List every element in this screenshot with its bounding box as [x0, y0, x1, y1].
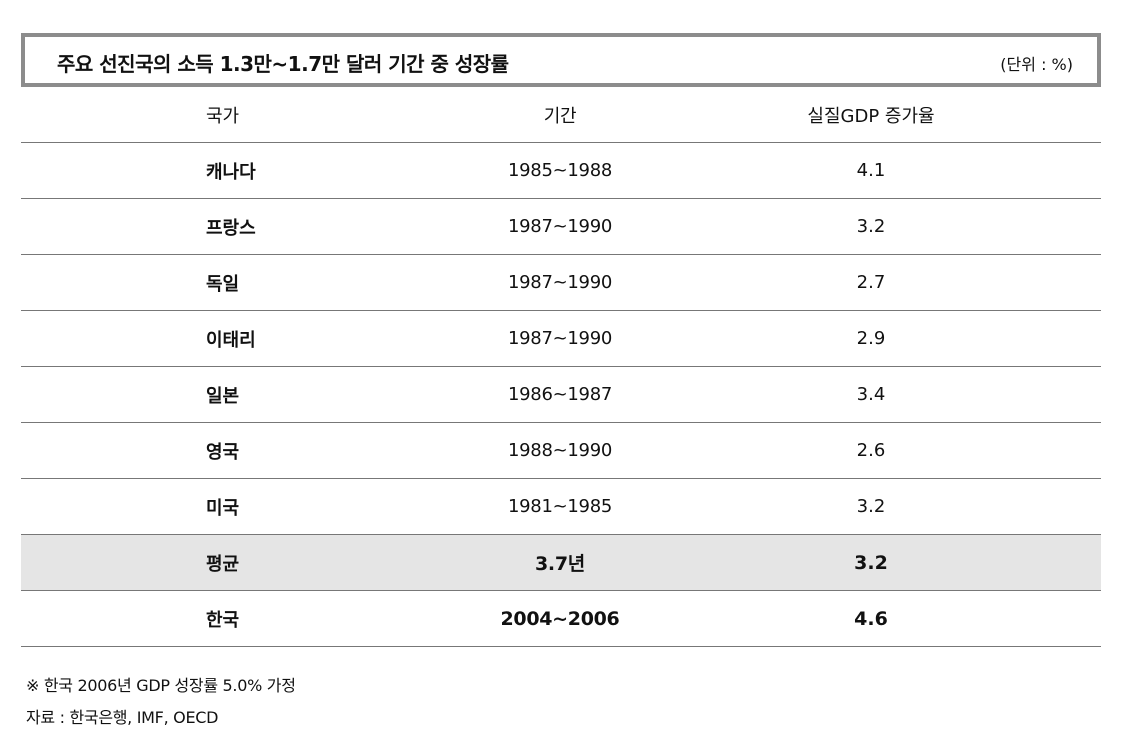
row-country: 이태리 [206, 329, 256, 351]
header-country: 국가 [206, 105, 240, 127]
unit-label: (단위 : %) [1000, 55, 1073, 74]
row-growth: 3.4 [856, 384, 886, 405]
row-growth: 3.2 [856, 496, 886, 517]
row-country: 영국 [206, 441, 240, 463]
table-row: 미국 1981~1985 3.2 [21, 479, 1101, 535]
row-growth: 2.6 [856, 440, 886, 461]
average-country: 평균 [206, 553, 240, 575]
growth-table: 국가 기간 실질GDP 증가율 캐나다 1985~1988 4.1 프랑스 19… [21, 87, 1101, 647]
korea-period: 2004~2006 [500, 607, 620, 630]
footnote-assumption: ※ 한국 2006년 GDP 성장률 5.0% 가정 [26, 676, 296, 695]
row-growth: 2.9 [856, 328, 886, 349]
average-row: 평균 3.7년 3.2 [21, 535, 1101, 591]
row-period: 1987~1990 [508, 328, 612, 349]
table-row: 이태리 1987~1990 2.9 [21, 311, 1101, 367]
row-growth: 3.2 [856, 216, 886, 237]
table-row: 영국 1988~1990 2.6 [21, 423, 1101, 479]
table-title: 주요 선진국의 소득 1.3만~1.7만 달러 기간 중 성장률 [57, 52, 509, 76]
row-period: 1987~1990 [508, 216, 612, 237]
row-country: 프랑스 [206, 217, 256, 239]
row-country: 일본 [206, 385, 240, 407]
table-row: 일본 1986~1987 3.4 [21, 367, 1101, 423]
row-country: 독일 [206, 273, 240, 295]
row-growth: 2.7 [856, 272, 886, 293]
table-row: 캐나다 1985~1988 4.1 [21, 143, 1101, 199]
row-country: 미국 [206, 497, 240, 519]
average-growth: 3.2 [854, 551, 888, 574]
header-growth: 실질GDP 증가율 [807, 105, 935, 127]
korea-country: 한국 [206, 609, 240, 631]
row-growth: 4.1 [856, 160, 886, 181]
korea-growth: 4.6 [854, 607, 888, 630]
row-period: 1981~1985 [508, 496, 612, 517]
row-period: 1986~1987 [508, 384, 612, 405]
row-period: 1987~1990 [508, 272, 612, 293]
header-period: 기간 [543, 105, 577, 127]
table-row: 독일 1987~1990 2.7 [21, 255, 1101, 311]
row-period: 1988~1990 [508, 440, 612, 461]
row-country: 캐나다 [206, 161, 256, 183]
row-period: 1985~1988 [508, 160, 612, 181]
table-row: 프랑스 1987~1990 3.2 [21, 199, 1101, 255]
footnote-source: 자료 : 한국은행, IMF, OECD [26, 708, 219, 727]
table-header-row: 국가 기간 실질GDP 증가율 [21, 87, 1101, 143]
table-title-box: 주요 선진국의 소득 1.3만~1.7만 달러 기간 중 성장률 (단위 : %… [21, 33, 1101, 87]
average-period: 3.7년 [535, 553, 585, 575]
korea-row: 한국 2004~2006 4.6 [21, 591, 1101, 647]
